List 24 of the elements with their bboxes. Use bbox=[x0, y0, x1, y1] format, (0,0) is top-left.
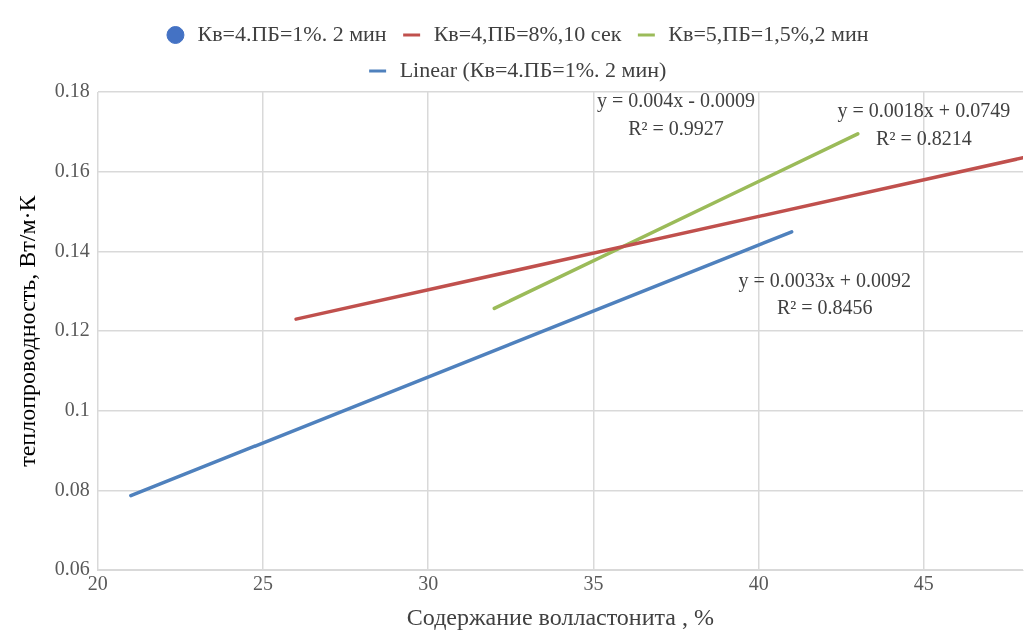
y-tick-label: 0.16 bbox=[54, 158, 90, 181]
annotation: y = 0.004x - 0.0009 bbox=[597, 89, 756, 113]
y-tick-label: 0.06 bbox=[54, 557, 90, 580]
y-tick-label: 0.12 bbox=[54, 318, 90, 341]
annotation: R² = 0.9927 bbox=[628, 117, 724, 140]
annotation: y = 0.0018x + 0.0749 bbox=[837, 99, 1011, 123]
x-tick-label: 25 bbox=[253, 572, 274, 595]
y-axis-title: теплопроводность, Вт/м·К bbox=[13, 194, 40, 467]
x-axis-title: Содержание волластонита , % bbox=[406, 603, 714, 630]
y-tick-label: 0.08 bbox=[54, 477, 90, 500]
x-tick-label: 35 bbox=[583, 572, 604, 595]
annotation: R² = 0.8214 bbox=[876, 127, 972, 150]
legend-label: Кв=4,ПБ=8%,10 сек bbox=[433, 20, 622, 46]
legend-label: Кв=4.ПБ=1%. 2 мин bbox=[197, 20, 387, 46]
y-tick-label: 0.14 bbox=[54, 238, 90, 261]
legend-label: Linear (Кв=4.ПБ=1%. 2 мин) bbox=[399, 56, 667, 82]
annotation: R² = 0.8456 bbox=[776, 296, 873, 319]
legend-label: Кв=5,ПБ=1,5%,2 мин bbox=[668, 20, 869, 46]
x-tick-label: 30 bbox=[418, 572, 439, 595]
y-tick-label: 0.18 bbox=[54, 79, 90, 102]
x-tick-label: 40 bbox=[748, 572, 769, 595]
y-tick-label: 0.1 bbox=[64, 398, 90, 421]
annotation: y = 0.0033x + 0.0092 bbox=[738, 268, 912, 292]
x-tick-label: 45 bbox=[913, 572, 934, 595]
